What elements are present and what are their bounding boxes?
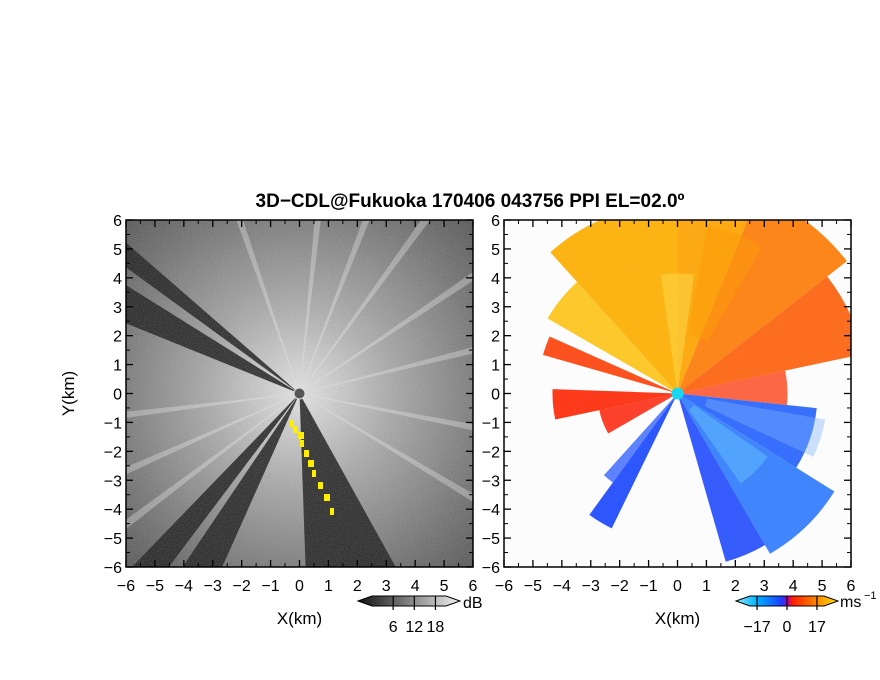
velocity-x-tick-label: 5	[818, 578, 827, 595]
velocity-x-tick-label: 0	[673, 578, 682, 595]
velocity-x-tick-label: 6	[847, 578, 856, 595]
reflectivity-colorbar-tick-label: 6	[389, 619, 398, 636]
radar-site-marker	[294, 388, 305, 399]
echo-marker-cell	[304, 450, 309, 457]
velocity-y-tick-label: 5	[491, 242, 500, 259]
reflectivity-x-tick-label: 0	[295, 578, 304, 595]
reflectivity-y-tick-label: −5	[104, 531, 122, 548]
velocity-panel: −6 −5 −4 −3 −2 −1 0 1 2 3 4 5 6 6543210−1−2−3−4−5−6 …	[482, 213, 877, 636]
velocity-y-tick-label: −1	[482, 415, 500, 432]
velocity-colorbar-tick-label: −17	[743, 619, 770, 636]
echo-marker-cell	[298, 432, 304, 439]
velocity-y-tick-label: 3	[491, 300, 500, 317]
velocity-x-tick-label: −6	[495, 578, 513, 595]
velocity-x-tick-label: −2	[611, 578, 629, 595]
radar-site-marker-velocity	[671, 387, 684, 400]
reflectivity-y-tick-label: 3	[113, 300, 122, 317]
velocity-colorbar: −17 0 17 ms −1	[734, 590, 877, 636]
reflectivity-x-tick-label: 1	[324, 578, 333, 595]
reflectivity-x-tick-label: 6	[469, 578, 478, 595]
velocity-x-tick-label: 4	[789, 578, 798, 595]
velocity-y-tick-label: 6	[491, 213, 500, 230]
velocity-colorbar-unit: ms	[840, 594, 861, 611]
reflectivity-x-axis-label: X(km)	[277, 609, 322, 628]
velocity-x-tick-label: 3	[760, 578, 769, 595]
reflectivity-y-tick-labels: 6 5 4 3 2 1 0 −1 −2 −3 −4 −5 −6	[104, 213, 122, 577]
velocity-colorbar-tick-label: 0	[783, 619, 792, 636]
reflectivity-y-tick-label: 6	[113, 213, 122, 230]
reflectivity-y-tick-label: 0	[113, 387, 122, 404]
reflectivity-y-axis-label: Y(km)	[59, 371, 78, 416]
velocity-x-tick-label: −5	[524, 578, 542, 595]
reflectivity-ticks	[125, 219, 474, 568]
velocity-colorbar-unit-exponent: −1	[864, 590, 877, 602]
velocity-x-axis-label: X(km)	[655, 609, 700, 628]
reflectivity-colorbar-tick-label: 18	[427, 619, 445, 636]
reflectivity-y-tick-label: 4	[113, 271, 122, 288]
reflectivity-x-tick-label: −2	[233, 578, 251, 595]
reflectivity-y-tick-label: −2	[104, 444, 122, 461]
velocity-sectors	[504, 220, 851, 567]
reflectivity-x-tick-label: −6	[117, 578, 135, 595]
reflectivity-colorbar-unit: dB	[463, 595, 483, 612]
velocity-y-tick-label: −3	[482, 473, 500, 490]
velocity-y-tick-label: −6	[482, 560, 500, 577]
reflectivity-x-tick-label: 5	[440, 578, 449, 595]
echo-marker-cell	[312, 470, 316, 477]
reflectivity-x-tick-label: 2	[353, 578, 362, 595]
reflectivity-colorbar: 6 12 18 dB	[356, 595, 483, 636]
reflectivity-x-tick-label: −4	[175, 578, 193, 595]
velocity-colorbar-tick-label: 17	[808, 619, 826, 636]
reflectivity-colorbar-tick-label: 12	[405, 619, 423, 636]
echo-marker-cell	[330, 508, 334, 515]
velocity-x-tick-label: −3	[582, 578, 600, 595]
velocity-x-tick-label: −1	[639, 578, 657, 595]
reflectivity-x-tick-label: 4	[411, 578, 420, 595]
reflectivity-colorbar-bar	[356, 595, 462, 607]
reflectivity-panel: −6 −5 −4 −3 −2 −1 0 1 2 3 4 5 6 6543210−1−2−3−4−5−6 …	[59, 213, 483, 636]
velocity-y-tick-label: 1	[491, 358, 500, 375]
reflectivity-colorbar-ticks: 6 12 18	[389, 596, 445, 636]
velocity-x-tick-labels: −6 −5 −4 −3 −2 −1 0 1 2 3 4 5 6	[495, 578, 856, 595]
echo-marker-cell	[293, 426, 298, 433]
echo-marker-cell	[324, 494, 330, 501]
reflectivity-y-tick-label: −4	[104, 502, 122, 519]
velocity-y-tick-label: 4	[491, 271, 500, 288]
echo-marker-cell	[290, 420, 294, 427]
velocity-y-tick-labels: 6 5 4 3 2 1 0 −1 −2 −3 −4 −5 −6	[482, 213, 500, 577]
reflectivity-x-tick-labels: −6 −5 −4 −3 −2 −1 0 1 2 3 4 5 6	[117, 578, 478, 595]
reflectivity-x-tick-label: −1	[261, 578, 279, 595]
velocity-y-tick-label: 2	[491, 329, 500, 346]
reflectivity-y-tick-label: −6	[104, 560, 122, 577]
reflectivity-x-tick-label: 3	[382, 578, 391, 595]
reflectivity-y-tick-label: 5	[113, 242, 122, 259]
velocity-ticks	[503, 219, 852, 568]
reflectivity-x-tick-label: −3	[204, 578, 222, 595]
velocity-y-tick-label: 0	[491, 387, 500, 404]
echo-marker-cell	[318, 482, 323, 489]
velocity-y-tick-label: −2	[482, 444, 500, 461]
reflectivity-y-tick-label: −3	[104, 473, 122, 490]
echo-marker-cell	[300, 440, 304, 447]
reflectivity-y-tick-label: 2	[113, 329, 122, 346]
reflectivity-x-tick-label: −5	[146, 578, 164, 595]
reflectivity-y-tick-label: 1	[113, 358, 122, 375]
velocity-x-tick-label: 1	[702, 578, 711, 595]
velocity-x-tick-label: −4	[553, 578, 571, 595]
echo-marker-trace	[290, 420, 334, 515]
velocity-y-tick-label: −5	[482, 531, 500, 548]
velocity-colorbar-ticks: −17 0 17	[743, 596, 826, 636]
velocity-x-tick-label: 2	[731, 578, 740, 595]
reflectivity-y-tick-label: −1	[104, 415, 122, 432]
figure-title: 3D−CDL@Fukuoka 170406 043756 PPI EL=02.0…	[256, 191, 685, 212]
echo-marker-cell	[308, 460, 314, 467]
velocity-y-tick-label: −4	[482, 502, 500, 519]
